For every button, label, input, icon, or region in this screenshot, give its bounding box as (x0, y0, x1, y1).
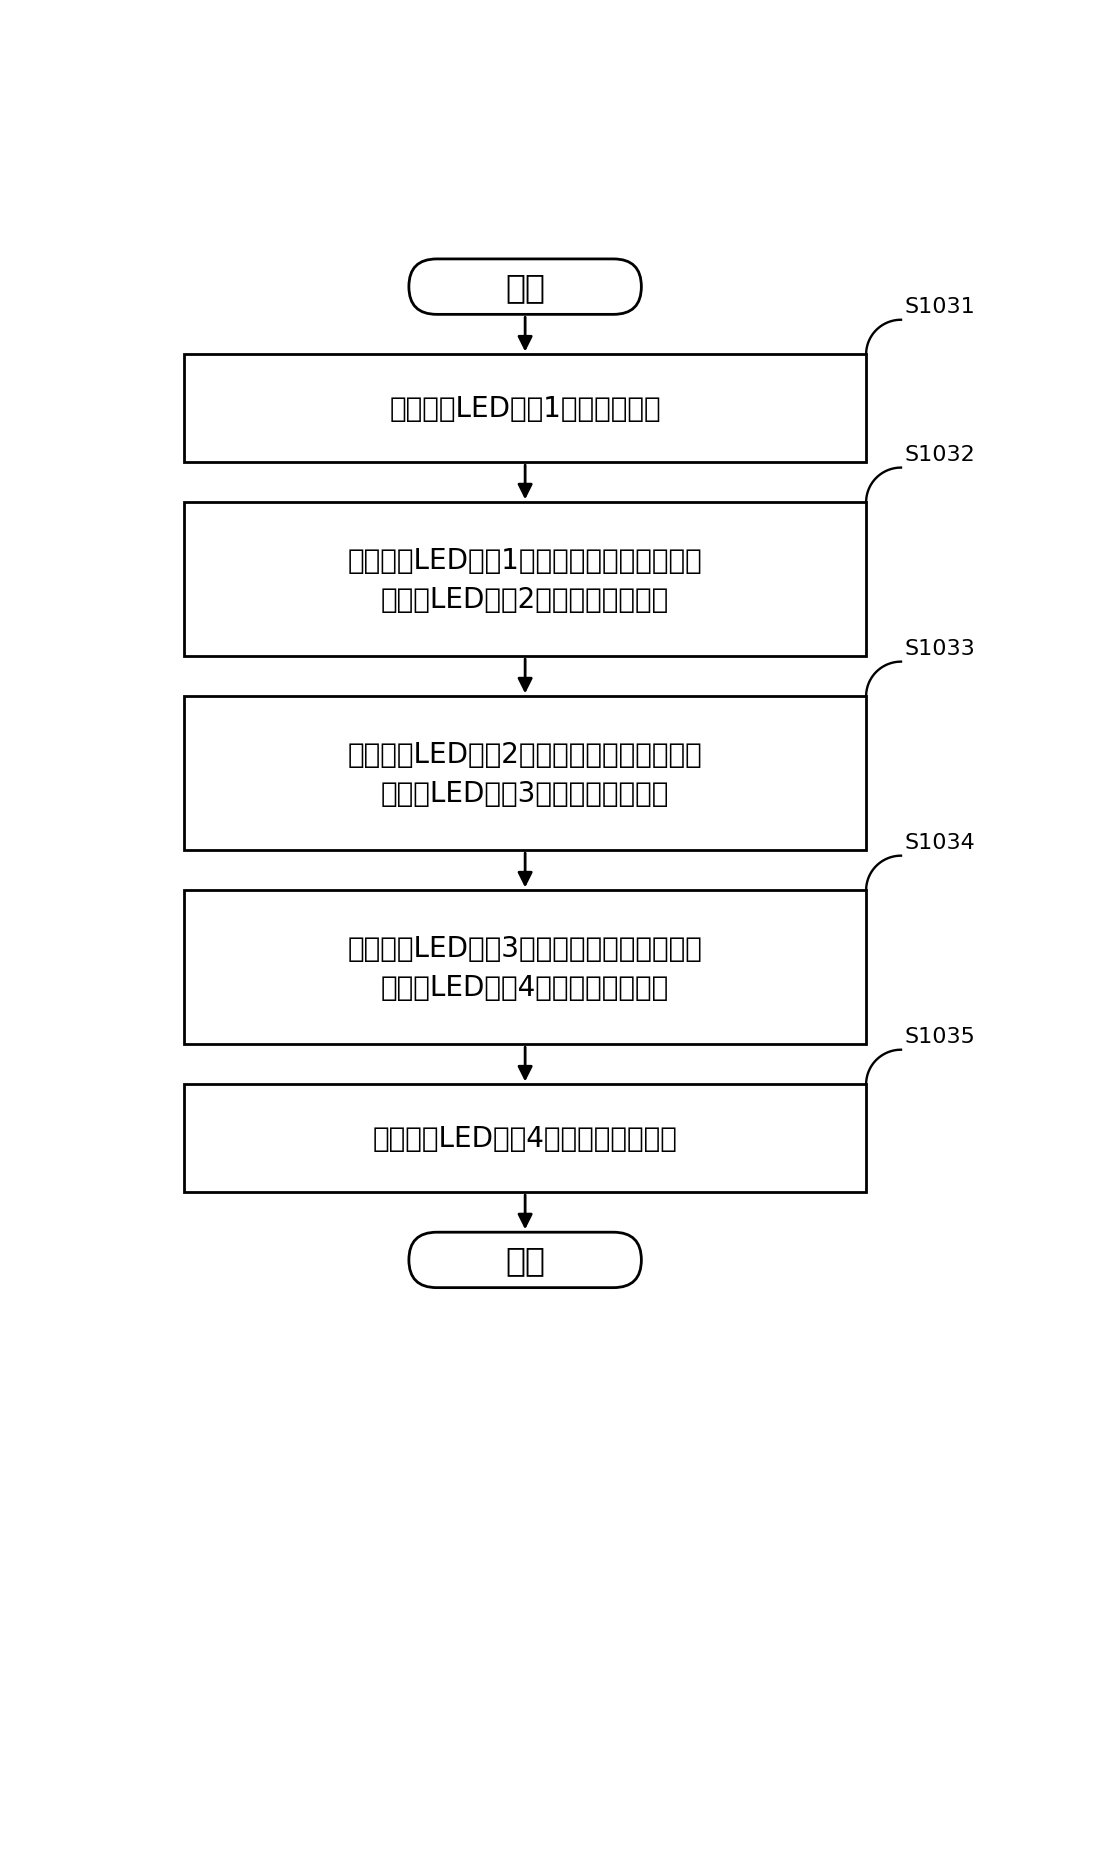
Text: S1034: S1034 (905, 832, 975, 852)
Bar (184, 503, 866, 657)
Text: 控制红外LED灯珠1停止发射红外光波，并控
制红外LED灯珠2开始发射红外光波: 控制红外LED灯珠1停止发射红外光波，并控 制红外LED灯珠2开始发射红外光波 (348, 546, 702, 613)
Text: S1035: S1035 (905, 1027, 975, 1045)
Bar (184, 1084, 866, 1192)
Text: 控制红外LED灯珠1发射红外光波: 控制红外LED灯珠1发射红外光波 (390, 396, 661, 423)
Text: S1032: S1032 (905, 444, 975, 464)
Text: S1031: S1031 (905, 297, 975, 318)
Bar (184, 355, 866, 462)
FancyBboxPatch shape (408, 260, 642, 316)
Text: 控制红外LED灯珠4停止发射红外光波: 控制红外LED灯珠4停止发射红外光波 (372, 1125, 677, 1153)
Text: S1033: S1033 (905, 639, 975, 659)
Text: 控制红外LED灯珠2停止发射红外光波，并控
制红外LED灯珠3开始发射红外光波: 控制红外LED灯珠2停止发射红外光波，并控 制红外LED灯珠3开始发射红外光波 (348, 741, 702, 808)
Bar (184, 891, 866, 1045)
Text: 控制红外LED灯珠3停止发射红外光波，并控
制红外LED灯珠4开始发射红外光波: 控制红外LED灯珠3停止发射红外光波，并控 制红外LED灯珠4开始发射红外光波 (348, 934, 702, 1001)
FancyBboxPatch shape (408, 1233, 642, 1289)
Text: 结束: 结束 (505, 1244, 545, 1278)
Text: 开始: 开始 (505, 271, 545, 305)
Bar (184, 696, 866, 851)
